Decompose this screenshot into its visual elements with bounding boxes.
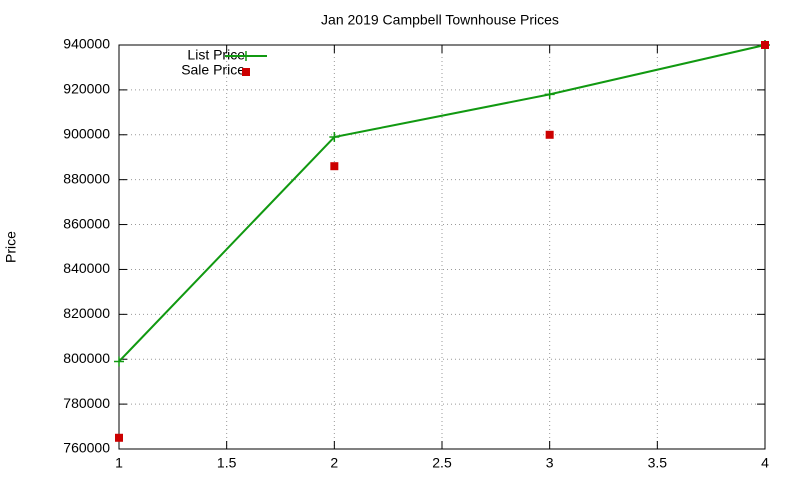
x-tick-label: 2 bbox=[330, 455, 338, 471]
y-tick-label: 860000 bbox=[63, 215, 110, 231]
legend-marker bbox=[241, 51, 251, 61]
y-axis-label: Price bbox=[3, 231, 19, 263]
plot-border bbox=[118, 44, 766, 450]
series-line bbox=[118, 44, 766, 363]
point bbox=[545, 130, 554, 139]
point bbox=[330, 162, 339, 171]
point bbox=[544, 89, 555, 100]
y-tick-label: 900000 bbox=[63, 125, 110, 141]
y-tick-label: 760000 bbox=[63, 440, 110, 456]
y-tick-label: 800000 bbox=[63, 350, 110, 366]
y-tick-label: 840000 bbox=[63, 260, 110, 276]
legend-label: List Price bbox=[187, 47, 245, 63]
x-tick-label: 1 bbox=[115, 455, 123, 471]
x-tick-label: 4 bbox=[761, 455, 769, 471]
y-tick-label: 820000 bbox=[63, 305, 110, 321]
y-tick-label: 940000 bbox=[63, 36, 110, 52]
x-tick-label: 3 bbox=[546, 455, 554, 471]
x-tick-label: 1.5 bbox=[217, 455, 237, 471]
x-tick-label: 2.5 bbox=[432, 455, 452, 471]
point bbox=[761, 41, 769, 49]
x-tick-label: 3.5 bbox=[648, 455, 668, 471]
point bbox=[329, 132, 340, 143]
y-tick-label: 880000 bbox=[63, 170, 110, 186]
legend-marker bbox=[242, 68, 250, 76]
chart-title: Jan 2019 Campbell Townhouse Prices bbox=[321, 12, 559, 28]
y-tick-label: 780000 bbox=[63, 395, 110, 411]
y-tick-label: 920000 bbox=[63, 81, 110, 97]
point bbox=[114, 356, 124, 367]
legend-label: Sale Price bbox=[181, 62, 245, 78]
point bbox=[115, 433, 123, 442]
